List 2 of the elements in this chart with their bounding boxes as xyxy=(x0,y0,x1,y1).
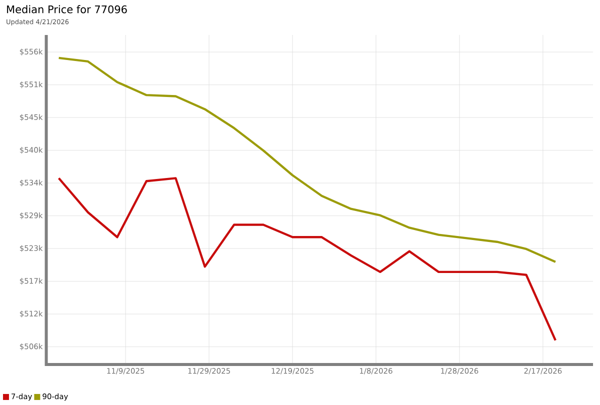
line-series xyxy=(58,57,557,264)
chart-title: Median Price for 77096 xyxy=(7,5,127,14)
